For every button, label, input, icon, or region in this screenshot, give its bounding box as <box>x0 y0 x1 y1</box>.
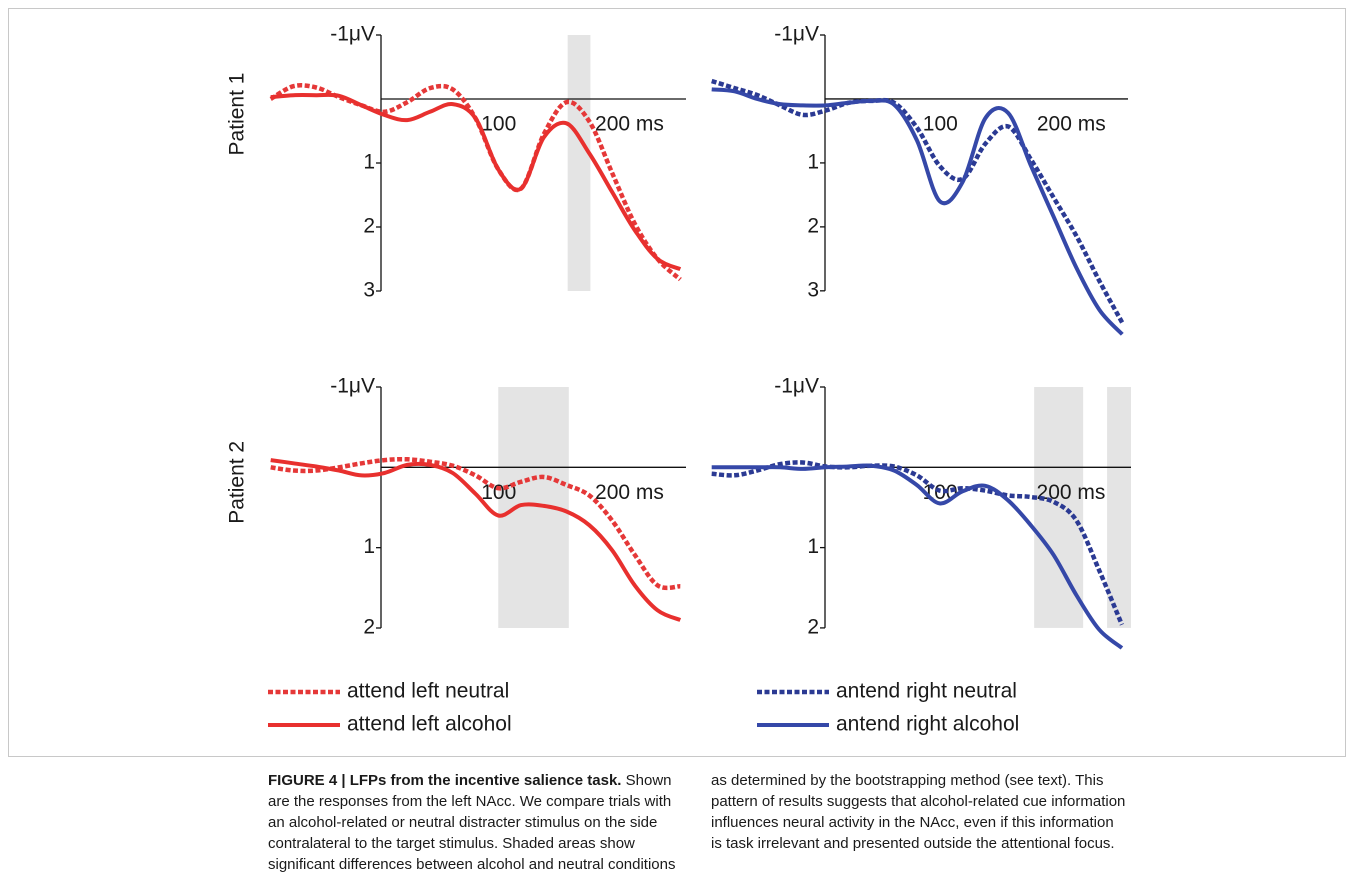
y-tick-label: -1μV <box>774 23 819 46</box>
legend-label: antend right neutral <box>836 680 1017 703</box>
solid-line <box>270 92 682 272</box>
legend-label: antend right alcohol <box>836 713 1019 736</box>
figure-frame <box>8 8 1346 757</box>
solid-line <box>270 458 682 622</box>
y-tick-label: 1 <box>363 535 375 558</box>
shaded-region <box>1107 387 1131 628</box>
dotted-line <box>270 456 681 591</box>
y-axis-label: Patient 1 <box>226 73 249 156</box>
solid-line <box>711 463 1124 650</box>
caption-text: Shown are the responses from the left NA… <box>268 772 1126 873</box>
y-tick-label: -1μV <box>330 23 375 46</box>
y-tick-label: 2 <box>807 615 819 638</box>
y-tick-label: 2 <box>807 214 819 237</box>
x-tick-label: 200 ms <box>595 113 664 136</box>
caption: FIGURE 4 | LFPs from the incentive salie… <box>268 770 1128 878</box>
y-tick-label: 3 <box>363 279 375 302</box>
x-tick-label: 200 ms <box>1037 481 1106 504</box>
legend-label: attend left alcohol <box>347 713 512 736</box>
y-tick-label: 2 <box>363 616 375 639</box>
shaded-region <box>567 35 591 291</box>
y-tick-label: 3 <box>807 278 819 301</box>
y-tick-label: 1 <box>363 151 375 174</box>
solid-line <box>711 87 1124 336</box>
y-tick-label: 1 <box>807 150 819 173</box>
caption-title: FIGURE 4 | LFPs from the incentive salie… <box>268 772 622 789</box>
y-tick-label: 1 <box>807 535 819 558</box>
y-tick-label: 2 <box>363 215 375 238</box>
x-tick-label: 200 ms <box>1037 113 1106 136</box>
dotted-line <box>711 460 1124 626</box>
x-tick-label: 100 <box>481 113 516 136</box>
legend-label: attend left neutral <box>347 680 509 703</box>
figure: -1μV 1 2 3 100 200 ms Patient 1 -1μV 1 2 3 100 200 m… <box>8 8 1346 757</box>
dotted-line <box>711 78 1125 324</box>
y-tick-label: -1μV <box>774 375 819 398</box>
x-tick-label: 100 <box>923 113 958 136</box>
y-tick-label: -1μV <box>330 375 375 398</box>
y-axis-label: Patient 2 <box>226 441 249 524</box>
shaded-region <box>1034 387 1084 628</box>
x-tick-label: 200 ms <box>595 481 664 504</box>
